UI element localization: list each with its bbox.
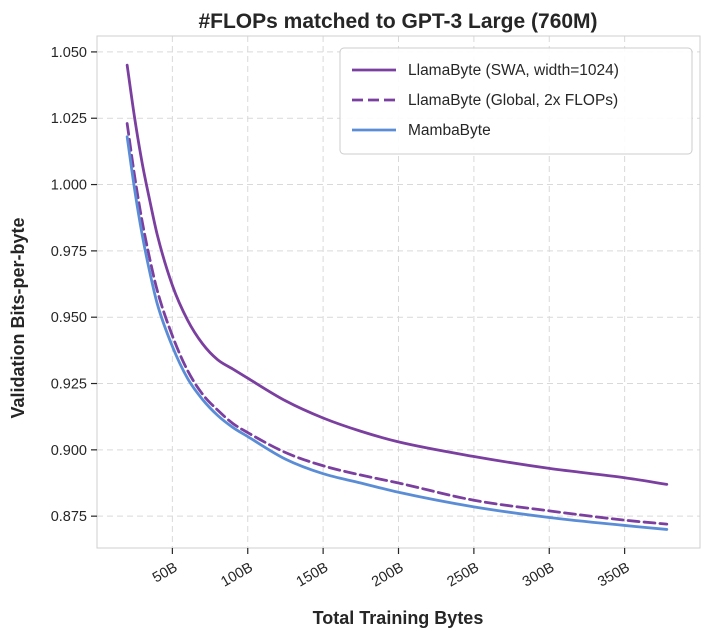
legend: LlamaByte (SWA, width=1024) LlamaByte (Gl… bbox=[339, 47, 693, 155]
legend-box bbox=[339, 47, 693, 155]
legend-label-2: MambaByte bbox=[408, 122, 491, 139]
x-tick-label: 300B bbox=[520, 560, 557, 591]
y-tick-label: 1.025 bbox=[51, 111, 87, 127]
series-line-0 bbox=[125, 63, 669, 486]
chart-title: #FLOPs matched to GPT-3 Large (760M) bbox=[198, 10, 597, 33]
legend-label-0: LlamaByte (SWA, width=1024) bbox=[408, 62, 619, 79]
x-tick-label: 200B bbox=[369, 560, 406, 591]
series-lines bbox=[125, 63, 669, 531]
y-tick-label: 1.000 bbox=[51, 178, 87, 194]
x-tick-label: 50B bbox=[150, 560, 180, 587]
y-axis-label: Validation Bits-per-byte bbox=[8, 217, 28, 418]
x-tick-label: 250B bbox=[445, 560, 482, 591]
series-line-1 bbox=[125, 122, 669, 526]
y-tick-label: 1.050 bbox=[51, 45, 87, 61]
y-tick-label: 0.950 bbox=[51, 310, 87, 326]
series-line-2 bbox=[125, 135, 669, 531]
legend-label-1: LlamaByte (Global, 2x FLOPs) bbox=[408, 92, 618, 109]
y-tick-label: 0.900 bbox=[51, 443, 87, 459]
x-tick-label: 100B bbox=[218, 560, 255, 591]
x-tick-label: 150B bbox=[294, 560, 331, 591]
y-tick-label: 0.875 bbox=[51, 509, 87, 525]
y-tick-label: 0.925 bbox=[51, 377, 87, 393]
y-tick-label: 0.975 bbox=[51, 244, 87, 260]
x-tick-label: 350B bbox=[595, 560, 632, 591]
x-axis-label: Total Training Bytes bbox=[313, 608, 484, 628]
